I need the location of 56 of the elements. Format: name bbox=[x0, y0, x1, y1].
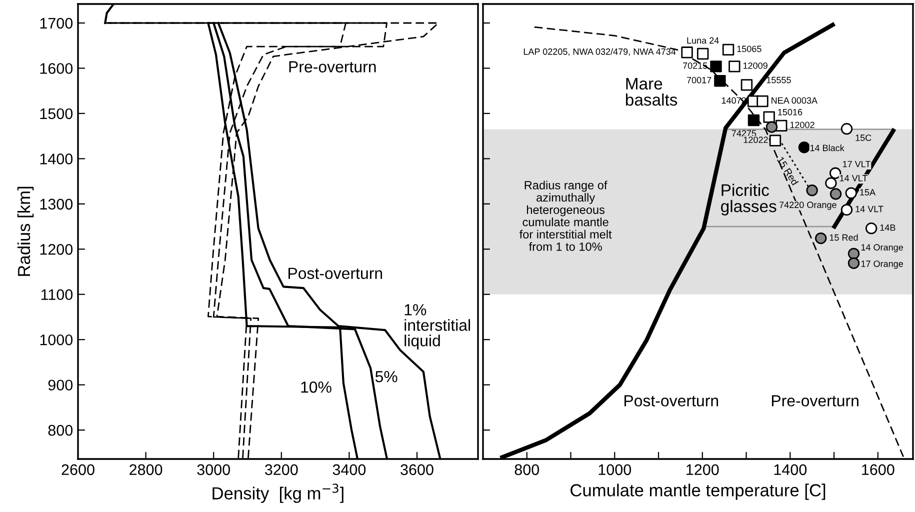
annotation: Post-overturn bbox=[624, 395, 718, 406]
annotation: Radius range of azimuthally heterogeneous cumulate mantle for interstitial melt from 1 to 10% bbox=[519, 180, 612, 251]
annotation: 14B bbox=[880, 224, 896, 231]
x-tick-label: 1200 bbox=[686, 464, 719, 476]
annotation: 12022 bbox=[744, 136, 768, 144]
x-tick-label: 2600 bbox=[62, 464, 94, 476]
annotation: 15C bbox=[856, 134, 872, 141]
x-axis-title: Density [kg m$^{−3}$] bbox=[212, 484, 344, 503]
annotation: Pre-overturn bbox=[772, 395, 858, 406]
annotation: 74220 Orange bbox=[780, 202, 836, 210]
annotation: 15065 bbox=[737, 46, 762, 52]
annotation: 15555 bbox=[766, 76, 791, 84]
annotation: 12002 bbox=[790, 122, 814, 128]
annotation: 10% bbox=[301, 381, 332, 393]
x-tick-label: 3600 bbox=[400, 464, 434, 476]
annotation: 15A bbox=[860, 189, 876, 196]
annotation: Mare basalts bbox=[626, 78, 678, 106]
annotation: 17 Orange bbox=[861, 260, 903, 269]
annotation: Picritic glasses bbox=[721, 184, 776, 216]
y-tick-label: 1600 bbox=[40, 63, 73, 74]
annotation: 15 Red bbox=[830, 234, 858, 241]
y-tick-label: 1700 bbox=[40, 18, 73, 29]
annotation: 1% interstitial liquid bbox=[404, 304, 470, 350]
annotation: NEA 0003A bbox=[772, 97, 818, 104]
annotation: Luna 24 bbox=[687, 37, 719, 44]
y-tick-label: 1300 bbox=[40, 198, 73, 210]
x-tick-label: 1600 bbox=[862, 464, 894, 476]
annotation: 14 Orange bbox=[861, 244, 903, 252]
annotation: 12009 bbox=[743, 62, 768, 69]
y-tick-label: 1500 bbox=[40, 108, 73, 120]
y-tick-label: 1400 bbox=[40, 154, 73, 164]
x-tick-label: 3000 bbox=[197, 464, 230, 476]
annotation: Post-overturn bbox=[288, 268, 382, 280]
annotation: 17 VLT bbox=[842, 160, 871, 168]
annotation: 14 VLT bbox=[840, 175, 868, 182]
x-axis-title: Cumulate mantle temperature [C] bbox=[570, 484, 826, 500]
y-tick-label: 900 bbox=[48, 380, 73, 391]
x-tick-label: 2800 bbox=[130, 464, 162, 476]
annotation: 5% bbox=[375, 371, 398, 382]
x-tick-label: 800 bbox=[514, 464, 540, 476]
x-tick-label: 1000 bbox=[598, 464, 632, 476]
y-tick-label: 1200 bbox=[40, 244, 73, 255]
y-axis-title: Radius [km] bbox=[17, 186, 34, 276]
x-tick-label: 3400 bbox=[332, 464, 366, 476]
y-tick-label: 800 bbox=[48, 424, 73, 436]
annotation: 14 VLT bbox=[856, 206, 884, 212]
y-tick-label: 1000 bbox=[40, 334, 73, 346]
annotation: LAP 02205, NWA 032/479, NWA 4734 bbox=[524, 48, 676, 56]
annotation: 15016 bbox=[778, 108, 802, 116]
annotation: 70215 bbox=[683, 62, 708, 69]
annotation: Pre-overturn bbox=[289, 61, 376, 72]
annotation: 70017 bbox=[686, 76, 712, 84]
annotation: 14 Black bbox=[810, 144, 844, 152]
x-tick-label: 3200 bbox=[264, 464, 298, 476]
x-tick-label: 1400 bbox=[774, 464, 807, 476]
y-tick-label: 1100 bbox=[41, 289, 73, 300]
